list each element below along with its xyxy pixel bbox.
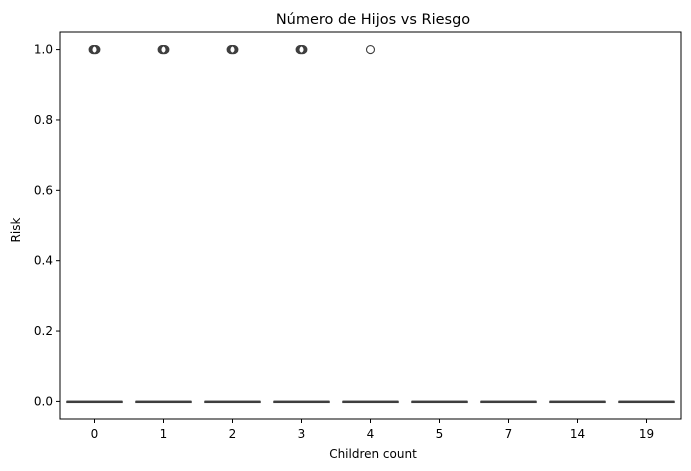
y-tick-label-4: 0.8 <box>34 113 53 127</box>
outlier-point-2-0-4 <box>229 45 239 55</box>
x-tick-label-2: 2 <box>229 427 237 441</box>
plot-frame <box>59 31 682 420</box>
y-tick-label-3: 0.6 <box>34 183 53 197</box>
outlier-point-0-0-4 <box>91 45 101 55</box>
x-tick-label-7: 14 <box>570 427 585 441</box>
x-tick-label-0: 0 <box>91 427 99 441</box>
y-tick-label-2: 0.4 <box>34 254 53 268</box>
outlier-point-1-0-4 <box>160 45 170 55</box>
y-tick-label-0: 0.0 <box>34 394 53 408</box>
x-tick-label-1: 1 <box>160 427 168 441</box>
y-axis-label: Risk <box>9 218 23 243</box>
x-tick-label-5: 5 <box>436 427 444 441</box>
x-axis-label: Children count <box>329 447 417 461</box>
outlier-point-4-0-0 <box>365 45 376 55</box>
plot-area: 0.0 0.2 0.4 0.6 0.8 1.0 0 1 2 3 4 5 7 14 19 <box>34 31 682 441</box>
x-tick-label-4: 4 <box>367 427 375 441</box>
chart-title: Número de Hijos vs Riesgo <box>276 12 470 28</box>
x-tick-label-6: 7 <box>505 427 513 441</box>
x-tick-label-8: 19 <box>639 427 654 441</box>
y-tick-label-1: 0.2 <box>34 324 53 338</box>
outlier-point-3-0-4 <box>298 45 308 55</box>
x-tick-label-3: 3 <box>298 427 306 441</box>
y-tick-label-5: 1.0 <box>34 43 53 57</box>
